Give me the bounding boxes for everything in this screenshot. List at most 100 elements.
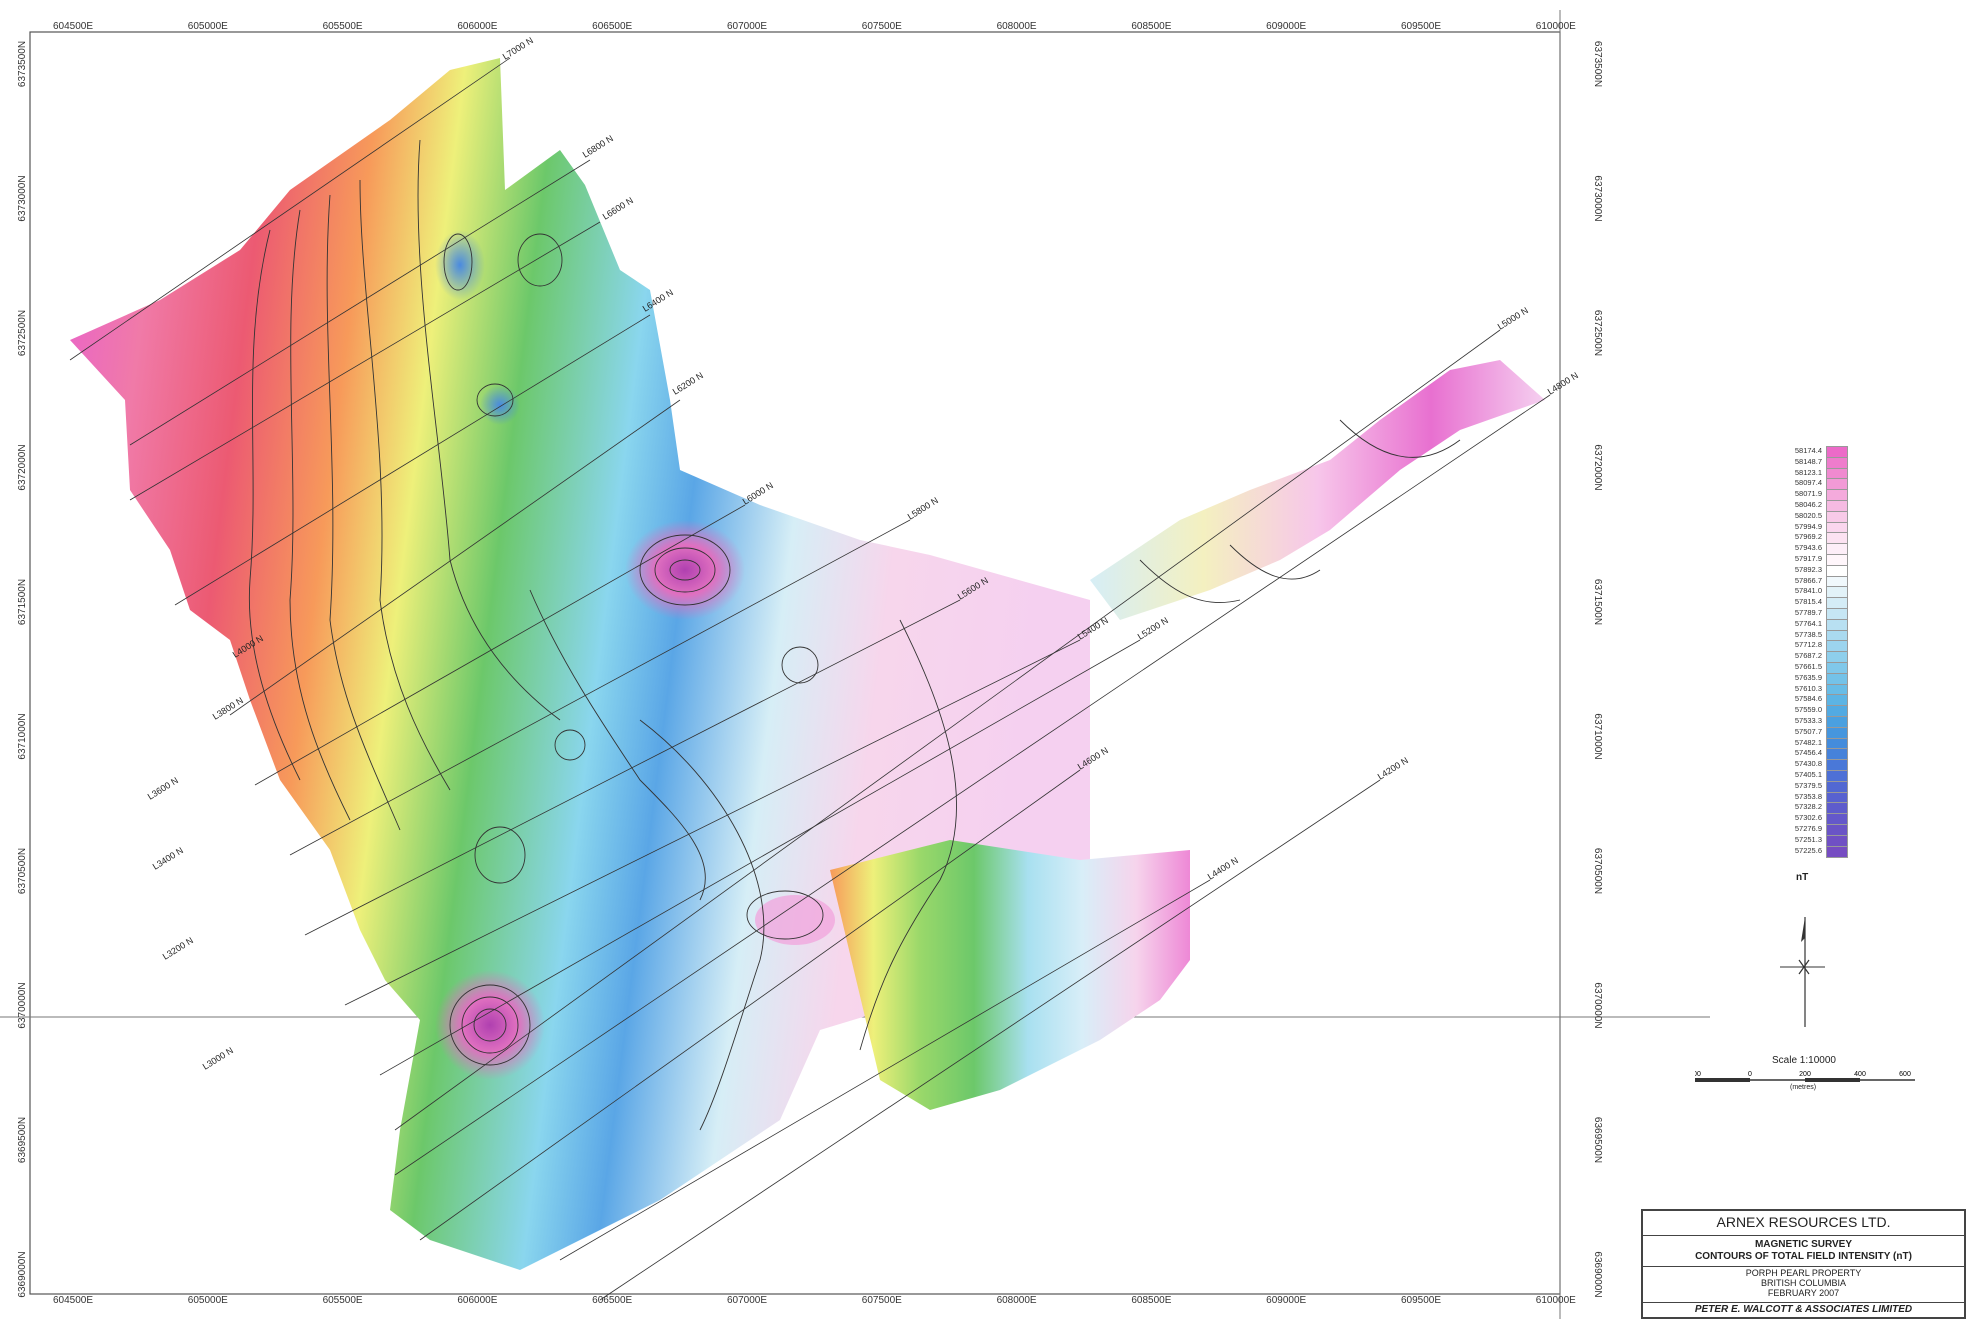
scale-unit: (metres): [1790, 1084, 1817, 1091]
northing-tick-label: 6371500N: [1592, 579, 1603, 625]
legend-value: 57610.3: [1794, 683, 1822, 693]
easting-tick-label: 605500E: [323, 21, 363, 32]
legend-row: 57610.3: [1716, 683, 1848, 697]
legend-row: 57687.2: [1716, 651, 1848, 664]
legend-row: 57276.9: [1716, 824, 1848, 837]
legend-row: 57302.6: [1716, 813, 1848, 826]
easting-tick-label: 606500E: [592, 21, 632, 32]
legend-row: 57225.6: [1716, 845, 1848, 859]
legend-row: 58020.5: [1716, 510, 1848, 524]
easting-tick-label: 608000E: [997, 21, 1037, 32]
legend-value: 57764.1: [1794, 618, 1822, 628]
legend-value: 58123.1: [1794, 467, 1822, 477]
legend-value: 57738.5: [1794, 629, 1822, 639]
legend-row: 57251.3: [1716, 834, 1848, 848]
legend-row: 57430.8: [1716, 759, 1848, 772]
easting-tick-label: 608000E: [997, 1295, 1037, 1306]
easting-tick-label: 606500E: [592, 1295, 632, 1306]
legend-row: 58097.4: [1716, 478, 1848, 492]
survey-lines: [69, 57, 1551, 1301]
northing-tick-label: 6369000N: [17, 1251, 28, 1297]
northing-labels-right: 6373500N 6373000N 6372500N 6372000N 6371500N…: [1592, 41, 1603, 1298]
survey-type: MAGNETIC SURVEY: [1754, 1239, 1853, 1250]
northing-tick-label: 6372500N: [1592, 310, 1603, 356]
legend-value: 57687.2: [1794, 651, 1822, 661]
northing-tick-label: 6370500N: [17, 848, 28, 894]
northing-tick-label: 6372000N: [17, 444, 28, 490]
legend-value: 57815.4: [1794, 597, 1822, 607]
easting-tick-label: 607500E: [862, 21, 902, 32]
easting-tick-label: 608500E: [1131, 1295, 1171, 1306]
northing-tick-label: 6372500N: [17, 310, 28, 356]
northing-tick-label: 6369500N: [17, 1117, 28, 1163]
legend-value: 57841.0: [1794, 586, 1822, 596]
legend-row: 57405.1: [1716, 770, 1848, 783]
province-name: BRITISH COLUMBIA: [1760, 1278, 1846, 1288]
easting-tick-label: 607500E: [862, 1295, 902, 1306]
legend-value: 57251.3: [1794, 834, 1822, 844]
legend-swatch: [1826, 845, 1848, 859]
legend-value: 57507.7: [1794, 726, 1822, 736]
company-name: ARNEX RESOURCES LTD.: [1716, 1214, 1891, 1230]
legend-row: 57584.6: [1716, 694, 1848, 708]
legend-value: 57866.7: [1794, 575, 1822, 585]
legend-value: 57712.8: [1794, 640, 1822, 650]
easting-tick-label: 608500E: [1131, 21, 1171, 32]
scale-tick-label: 600: [1899, 1071, 1911, 1078]
legend-value: 57379.5: [1794, 780, 1822, 790]
magnetic-high-south: [435, 970, 545, 1080]
survey-date: FEBRUARY 2007: [1767, 1288, 1840, 1298]
scale-tick-label: 200: [1695, 1071, 1701, 1078]
easting-labels-top: 604500E 605000E 605500E 606000E 606500E 60700…: [53, 21, 1576, 32]
northing-tick-label: 6370500N: [1592, 848, 1603, 894]
easting-tick-label: 610000E: [1536, 1295, 1576, 1306]
easting-tick-label: 609000E: [1266, 21, 1306, 32]
survey-area-southeast: [830, 840, 1190, 1110]
legend-row: 57738.5: [1716, 629, 1848, 643]
title-divider: [1643, 1302, 1964, 1303]
easting-tick-label: 604500E: [53, 1295, 93, 1306]
legend-row: 57456.4: [1716, 748, 1848, 762]
survey-area-northwest: [70, 58, 1090, 1270]
legend-row: 57379.5: [1716, 780, 1848, 794]
legend-value: 57302.6: [1794, 813, 1822, 823]
legend-value: 57661.5: [1794, 662, 1822, 671]
property-name: PORPH PEARL PROPERTY: [1745, 1268, 1862, 1278]
legend-value: 57994.9: [1794, 521, 1822, 531]
survey-area-east: [1090, 360, 1545, 620]
legend-value: 57328.2: [1794, 802, 1822, 812]
legend-value: 58097.4: [1794, 478, 1822, 488]
legend-value: 57276.9: [1794, 824, 1822, 833]
northing-tick-label: 6371000N: [1592, 713, 1603, 759]
easting-tick-label: 606000E: [457, 21, 497, 32]
northing-tick-label: 6371500N: [17, 579, 28, 625]
northing-tick-label: 6373000N: [17, 175, 28, 221]
contractor-name: PETER E. WALCOTT & ASSOCIATES LIMITED: [1694, 1304, 1913, 1315]
legend-value: 57892.3: [1794, 564, 1822, 574]
legend-unit: nT: [1796, 872, 1809, 883]
easting-tick-label: 605000E: [188, 21, 228, 32]
legend-value: 58148.7: [1794, 456, 1822, 466]
legend-row: 57533.3: [1716, 716, 1848, 729]
scale-bar: 200 0 200 400 600: [1695, 1071, 1915, 1082]
northing-tick-label: 6370000N: [17, 982, 28, 1028]
northing-labels-left: 6373500N 6373000N 6372500N 6372000N 6371500N…: [17, 41, 28, 1298]
title-divider: [1643, 1266, 1964, 1267]
legend-value: 57789.7: [1794, 608, 1822, 617]
magnetic-high-southeast: [755, 895, 835, 945]
northing-tick-label: 6373000N: [1592, 175, 1603, 221]
legend-row: 57994.9: [1716, 521, 1848, 535]
legend-row: 57712.8: [1716, 640, 1848, 654]
legend-row: 57943.6: [1716, 543, 1848, 556]
easting-tick-label: 604500E: [53, 21, 93, 32]
magnetic-high-central: [625, 520, 745, 620]
legend-row: 57328.2: [1716, 802, 1848, 816]
legend-value: 58020.5: [1794, 510, 1822, 520]
legend-row: 57559.0: [1716, 705, 1848, 718]
title-divider: [1643, 1235, 1964, 1236]
legend-row: 57635.9: [1716, 672, 1848, 686]
scale-tick-label: 200: [1799, 1071, 1811, 1078]
legend-value: 57533.3: [1794, 716, 1822, 725]
northing-tick-label: 6371000N: [17, 713, 28, 759]
